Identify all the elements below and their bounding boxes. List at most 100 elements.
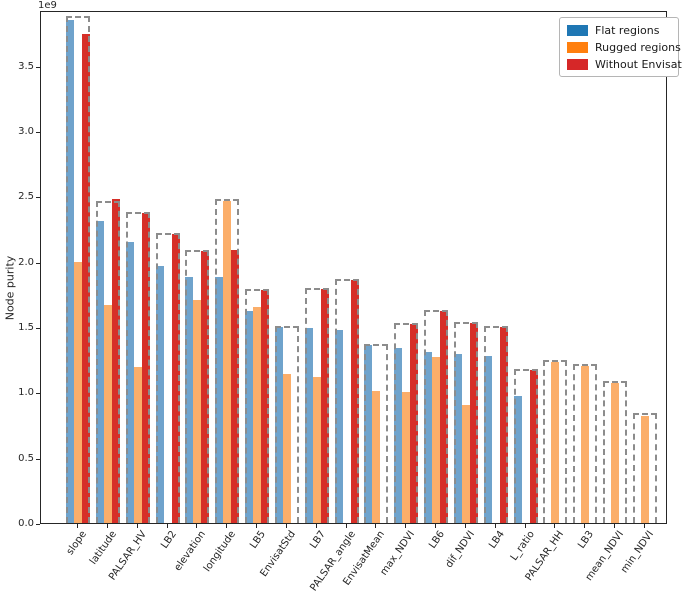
- x-tick-lb2: [166, 524, 168, 528]
- legend-swatch-rugged-regions: [567, 42, 588, 53]
- y-tick-3-5: [36, 66, 40, 68]
- x-tick-palsar-hv: [136, 524, 138, 528]
- reference-outline-slope: [66, 16, 90, 523]
- bar-flat-regions-palsar-angle: [334, 330, 343, 523]
- y-tick-label-3-5: 3.5: [18, 60, 34, 72]
- bar-without-envisat-slope: [82, 34, 90, 523]
- x-tick-dif-ndvi: [464, 524, 466, 528]
- reference-outline-l-ratio: [513, 369, 538, 523]
- legend: Flat regions Rugged regions Without Envisa…: [559, 17, 682, 77]
- y-tick-label-1-5: 1.5: [18, 321, 34, 333]
- reference-outline-palsar-hh: [543, 360, 568, 523]
- legend-swatch-without-envisat: [567, 59, 588, 70]
- reference-outline-envisatstd: [274, 326, 299, 523]
- legend-label-without-envisat: Without Envisat: [595, 58, 682, 71]
- reference-outline-palsar-hv: [125, 212, 150, 523]
- x-tick-envisatstd: [285, 524, 287, 528]
- y-axis-offset-label: 1e9: [38, 0, 57, 11]
- bar-without-envisat-latitude: [111, 199, 120, 523]
- bar-rugged-regions-dif-ndvi: [461, 405, 470, 523]
- y-tick-label-2-5: 2.5: [18, 191, 34, 203]
- reference-outline-envisatmean: [364, 344, 389, 523]
- bar-rugged-regions-lb5: [253, 307, 262, 523]
- reference-outline-lb2: [155, 233, 180, 523]
- bar-rugged-regions-max-ndvi: [402, 392, 411, 523]
- bar-flat-regions-lb7: [304, 328, 313, 523]
- bar-rugged-regions-mean-ndvi: [611, 383, 620, 523]
- x-tick-elevation: [196, 524, 198, 528]
- bar-without-envisat-elevation: [201, 251, 210, 523]
- x-tick-l-ratio: [524, 524, 526, 528]
- x-tick-latitude: [106, 524, 108, 528]
- x-tick-palsar-angle: [345, 524, 347, 528]
- y-tick-label-3-0: 3.0: [18, 125, 34, 137]
- bar-flat-regions-envisatmean: [364, 345, 373, 523]
- reference-outline-lb7: [304, 288, 329, 523]
- bar-flat-regions-palsar-hv: [125, 242, 134, 523]
- bar-without-envisat-dif-ndvi: [469, 323, 478, 523]
- bar-rugged-regions-envisatmean: [372, 391, 381, 523]
- reference-outline-mean-ndvi: [603, 381, 628, 523]
- reference-outline-lb5: [245, 289, 270, 523]
- y-tick-3-0: [36, 131, 40, 133]
- x-tick-max-ndvi: [405, 524, 407, 528]
- y-tick-1-5: [36, 327, 40, 329]
- bar-flat-regions-lb2: [155, 266, 164, 523]
- reference-outline-min-ndvi: [632, 413, 657, 523]
- y-tick-2-0: [36, 262, 40, 264]
- bar-rugged-regions-lb7: [312, 377, 321, 523]
- bar-without-envisat-longitude: [231, 250, 240, 523]
- x-tick-envisatmean: [375, 524, 377, 528]
- legend-item-rugged-regions: Rugged regions: [567, 41, 681, 54]
- bar-flat-regions-longitude: [215, 277, 224, 523]
- bar-flat-regions-latitude: [95, 221, 104, 523]
- x-tick-lb6: [435, 524, 437, 528]
- bar-rugged-regions-longitude: [223, 201, 232, 523]
- bar-flat-regions-dif-ndvi: [453, 354, 462, 523]
- x-tick-longitude: [226, 524, 228, 528]
- legend-item-without-envisat: Without Envisat: [567, 58, 682, 71]
- bar-rugged-regions-slope: [74, 262, 82, 523]
- bar-rugged-regions-lb3: [581, 366, 590, 523]
- y-tick-label-0-5: 0.5: [18, 452, 34, 464]
- bar-without-envisat-lb5: [261, 290, 270, 523]
- bar-without-envisat-l-ratio: [529, 370, 538, 523]
- bar-rugged-regions-lb6: [432, 357, 441, 523]
- y-tick-2-5: [36, 197, 40, 199]
- bar-flat-regions-lb4: [483, 356, 492, 523]
- bar-without-envisat-lb6: [440, 311, 449, 523]
- bar-rugged-regions-elevation: [193, 300, 202, 523]
- x-tick-mean-ndvi: [614, 524, 616, 528]
- y-tick-1-0: [36, 393, 40, 395]
- bar-rugged-regions-min-ndvi: [640, 416, 649, 523]
- reference-outline-latitude: [95, 201, 120, 523]
- plot-area: [40, 11, 667, 524]
- x-tick-lb4: [494, 524, 496, 528]
- bar-without-envisat-palsar-angle: [350, 280, 359, 523]
- reference-outline-max-ndvi: [394, 323, 419, 523]
- reference-outline-lb3: [573, 364, 598, 523]
- legend-item-flat-regions: Flat regions: [567, 24, 671, 37]
- bar-rugged-regions-latitude: [103, 305, 112, 523]
- bar-without-envisat-max-ndvi: [410, 324, 419, 523]
- bar-without-envisat-lb2: [171, 234, 180, 523]
- reference-outline-dif-ndvi: [453, 322, 478, 523]
- y-tick-0-5: [36, 458, 40, 460]
- bar-flat-regions-envisatstd: [274, 327, 283, 523]
- reference-outline-lb4: [483, 326, 508, 523]
- reference-outline-longitude: [215, 199, 240, 523]
- bar-rugged-regions-palsar-hv: [133, 367, 142, 523]
- y-tick-label-0-0: 0.0: [18, 518, 34, 529]
- x-tick-min-ndvi: [643, 524, 645, 528]
- x-tick-lb3: [584, 524, 586, 528]
- legend-label-rugged-regions: Rugged regions: [595, 41, 681, 54]
- bar-flat-regions-lb5: [245, 311, 254, 523]
- bar-flat-regions-l-ratio: [513, 396, 522, 523]
- y-tick-label-2-0: 2.0: [18, 256, 34, 268]
- bar-without-envisat-palsar-hv: [141, 213, 150, 523]
- legend-swatch-flat-regions: [567, 25, 588, 36]
- x-tick-lb5: [256, 524, 258, 528]
- bar-rugged-regions-envisatstd: [282, 374, 291, 523]
- bar-without-envisat-lb4: [499, 327, 508, 523]
